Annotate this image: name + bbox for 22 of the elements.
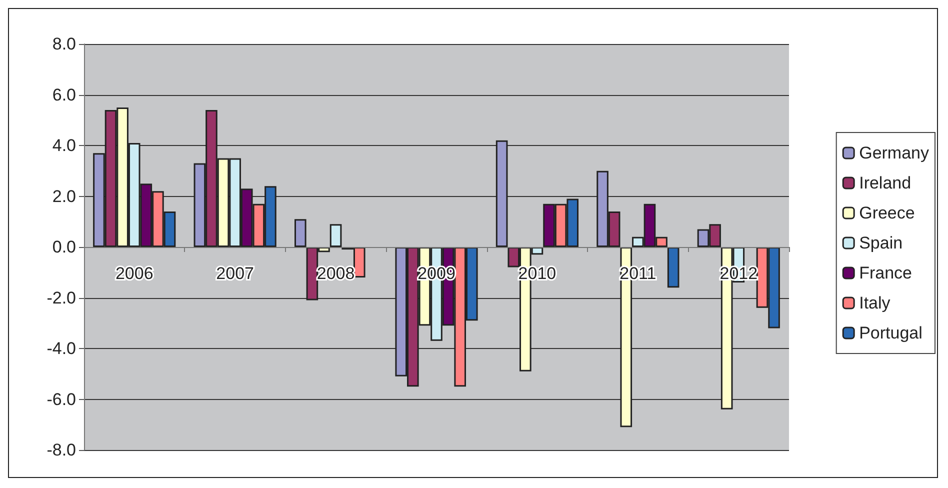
legend-label: Ireland [859, 174, 912, 192]
y-tick-label: 4.0 [52, 136, 76, 155]
bar [294, 219, 306, 247]
legend-label: Greece [859, 204, 915, 222]
legend-label: Portugal [859, 324, 922, 342]
legend-label: Spain [859, 234, 903, 252]
y-tick-label: -4.0 [46, 339, 76, 358]
bar [330, 224, 342, 247]
x-tick-label: 2006 [115, 264, 154, 283]
y-tick-label: 8.0 [52, 34, 76, 54]
y-tick-label: 2.0 [52, 186, 76, 206]
y-tick-label: -2.0 [46, 288, 76, 308]
y-tick-label: 6.0 [52, 85, 76, 104]
legend-label: Germany [859, 144, 930, 162]
x-tick-label: 2007 [216, 264, 254, 283]
y-tick-label: -6.0 [46, 390, 76, 409]
legend-label: France [859, 264, 912, 282]
bar [667, 247, 680, 288]
bar [496, 140, 508, 247]
y-tick-label: 0.0 [52, 238, 76, 256]
legend-label: Italy [859, 294, 891, 312]
y-tick-label: -8.0 [46, 440, 76, 460]
